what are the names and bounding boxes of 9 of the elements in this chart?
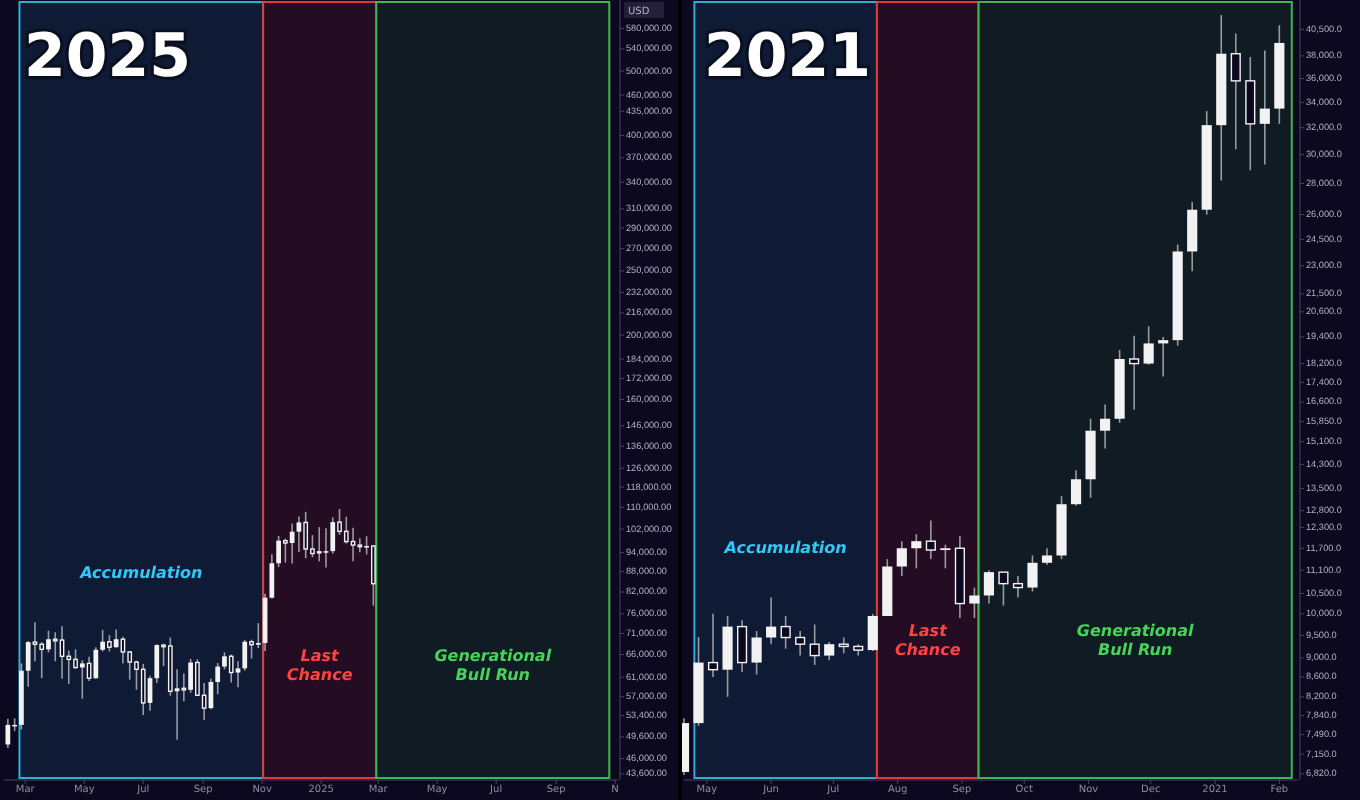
chart-title: 2021 [704,22,871,92]
annotation: Last Chance [894,622,962,660]
annotation: Generational Bull Run [1076,622,1195,660]
annotation: Last Chance [286,647,354,685]
annotation: Accumulation [78,564,203,583]
annotation: Generational Bull Run [434,647,552,685]
candlestick [357,537,363,554]
chart-title: 2025 [24,22,191,92]
annotation: Accumulation [722,539,848,558]
